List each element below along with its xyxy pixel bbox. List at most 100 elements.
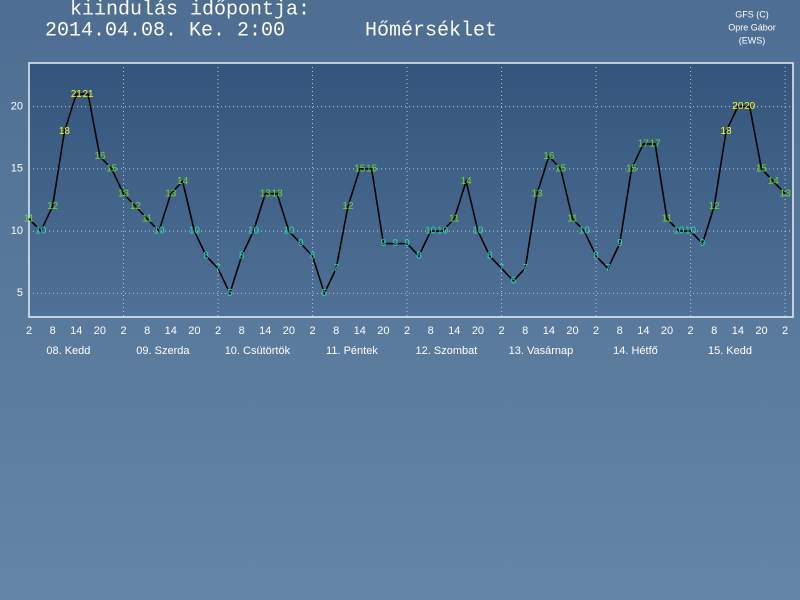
x-tick-label: 14 bbox=[637, 325, 649, 337]
value-label: 7 bbox=[605, 263, 611, 274]
x-tick-label: 20 bbox=[94, 325, 106, 337]
value-label: 20 bbox=[744, 101, 756, 112]
x-tick-label: 20 bbox=[472, 325, 484, 337]
day-label: 08. Kedd bbox=[46, 345, 90, 357]
value-label: 13 bbox=[780, 188, 792, 199]
value-label: 15 bbox=[366, 163, 378, 174]
value-label: 9 bbox=[381, 238, 387, 249]
value-label: 10 bbox=[35, 226, 47, 237]
value-label: 15 bbox=[626, 163, 638, 174]
credit: (EWS) bbox=[739, 35, 766, 45]
value-label: 12 bbox=[709, 201, 721, 212]
value-label: 12 bbox=[342, 201, 354, 212]
value-label: 10 bbox=[153, 226, 165, 237]
value-label: 15 bbox=[354, 163, 366, 174]
credit: GFS (C) bbox=[735, 9, 769, 19]
x-tick-label: 14 bbox=[70, 325, 82, 337]
x-tick-label: 2 bbox=[26, 325, 32, 337]
value-label: 21 bbox=[71, 89, 83, 100]
temperature-line bbox=[28, 93, 786, 296]
value-label: 10 bbox=[425, 226, 437, 237]
value-label: 14 bbox=[768, 176, 780, 187]
y-tick-label: 15 bbox=[11, 163, 23, 175]
value-label: 11 bbox=[142, 213, 153, 224]
x-tick-label: 8 bbox=[428, 325, 434, 337]
value-label: 21 bbox=[83, 89, 95, 100]
value-label: 5 bbox=[227, 288, 233, 299]
value-label: 13 bbox=[260, 188, 272, 199]
value-label: 8 bbox=[487, 251, 493, 262]
plot-area bbox=[28, 62, 794, 318]
header-line1: kiindulás időpontja: bbox=[70, 0, 310, 21]
value-label: 6 bbox=[511, 276, 517, 287]
day-label: 15. Kedd bbox=[708, 345, 752, 357]
x-tick-label: 8 bbox=[144, 325, 150, 337]
value-label: 11 bbox=[567, 213, 578, 224]
day-label: 11. Péntek bbox=[326, 345, 378, 357]
value-label: 20 bbox=[732, 101, 744, 112]
x-tick-label: 2 bbox=[499, 325, 505, 337]
value-label: 10 bbox=[579, 226, 591, 237]
x-tick-label: 14 bbox=[354, 325, 366, 337]
value-label: 9 bbox=[617, 238, 623, 249]
day-label: 10. Csütörtök bbox=[225, 345, 291, 357]
value-label: 10 bbox=[673, 226, 685, 237]
x-tick-label: 14 bbox=[543, 325, 555, 337]
value-label: 16 bbox=[94, 151, 106, 162]
value-label: 10 bbox=[437, 226, 449, 237]
x-tick-label: 8 bbox=[522, 325, 528, 337]
value-label: 11 bbox=[449, 213, 460, 224]
value-label: 9 bbox=[700, 238, 706, 249]
value-label: 10 bbox=[472, 226, 484, 237]
value-label: 11 bbox=[662, 213, 673, 224]
value-label: 13 bbox=[272, 188, 284, 199]
x-tick-label: 20 bbox=[755, 325, 767, 337]
value-label: 8 bbox=[310, 251, 316, 262]
x-tick-label: 20 bbox=[188, 325, 200, 337]
value-label: 10 bbox=[248, 226, 260, 237]
value-label: 10 bbox=[283, 226, 295, 237]
value-label: 9 bbox=[404, 238, 410, 249]
value-label: 7 bbox=[499, 263, 505, 274]
value-label: 9 bbox=[298, 238, 304, 249]
value-label: 13 bbox=[531, 188, 543, 199]
value-label: 8 bbox=[239, 251, 245, 262]
y-tick-label: 5 bbox=[17, 287, 23, 299]
x-tick-label: 14 bbox=[448, 325, 460, 337]
x-tick-label: 14 bbox=[165, 325, 177, 337]
value-label: 9 bbox=[392, 238, 398, 249]
value-label: 11 bbox=[24, 213, 35, 224]
value-label: 18 bbox=[720, 126, 732, 137]
value-label: 12 bbox=[47, 201, 59, 212]
day-label: 13. Vasárnap bbox=[509, 345, 574, 357]
x-tick-label: 20 bbox=[283, 325, 295, 337]
value-label: 16 bbox=[543, 151, 555, 162]
credit: Opre Gábor bbox=[728, 22, 776, 32]
x-tick-label: 8 bbox=[711, 325, 717, 337]
y-tick-label: 20 bbox=[11, 100, 23, 112]
x-tick-label: 2 bbox=[309, 325, 315, 337]
x-tick-label: 20 bbox=[661, 325, 673, 337]
x-tick-label: 2 bbox=[404, 325, 410, 337]
day-label: 14. Hétfő bbox=[613, 345, 658, 357]
x-tick-label: 14 bbox=[732, 325, 744, 337]
value-label: 10 bbox=[189, 226, 201, 237]
x-tick-label: 20 bbox=[377, 325, 389, 337]
value-label: 7 bbox=[215, 263, 221, 274]
value-label: 13 bbox=[165, 188, 177, 199]
value-label: 15 bbox=[555, 163, 567, 174]
x-tick-label: 8 bbox=[50, 325, 56, 337]
x-tick-label: 8 bbox=[333, 325, 339, 337]
x-tick-label: 2 bbox=[782, 325, 788, 337]
x-tick-label: 2 bbox=[215, 325, 221, 337]
value-label: 5 bbox=[322, 288, 328, 299]
x-tick-label: 2 bbox=[120, 325, 126, 337]
value-label: 17 bbox=[650, 139, 662, 150]
value-label: 15 bbox=[106, 163, 118, 174]
value-label: 12 bbox=[130, 201, 142, 212]
header-title: Hőmérséklet bbox=[365, 19, 497, 42]
value-label: 13 bbox=[118, 188, 130, 199]
value-label: 8 bbox=[416, 251, 422, 262]
